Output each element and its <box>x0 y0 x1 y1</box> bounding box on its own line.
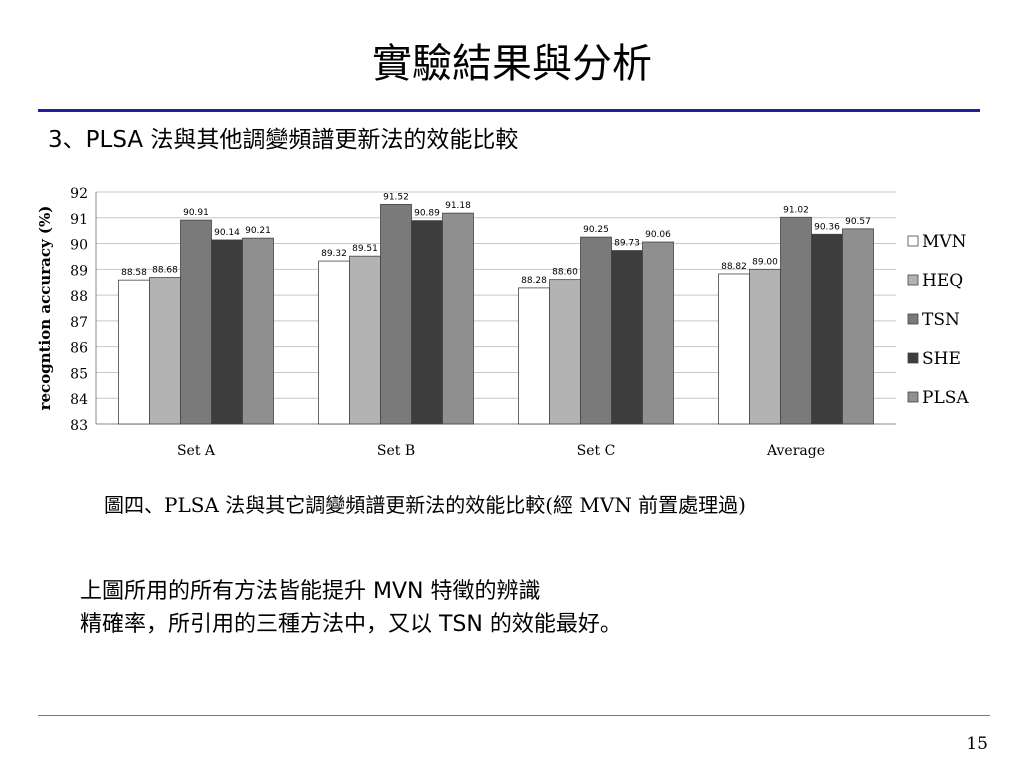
data-label: 90.21 <box>245 226 271 236</box>
data-label: 90.25 <box>583 225 609 235</box>
legend-swatch-she <box>907 352 919 364</box>
data-label: 89.32 <box>321 249 347 259</box>
x-tick-label: Set B <box>377 443 415 459</box>
y-tick-label: 84 <box>70 392 88 408</box>
bar-chart: 83 84 85 86 87 88 89 90 91 92 recogntion accuracy … <box>36 186 969 459</box>
data-label: 88.58 <box>121 268 147 278</box>
y-tick-label: 88 <box>70 289 88 305</box>
bar-tsn <box>580 236 612 425</box>
bar-tsn <box>780 216 812 425</box>
data-label: 90.14 <box>214 228 240 238</box>
legend-swatch-tsn <box>907 313 919 325</box>
bar-plsa <box>242 237 274 425</box>
x-tick-label: Set C <box>577 443 616 459</box>
legend-label-plsa: PLSA <box>922 388 969 408</box>
y-tick-label: 83 <box>70 418 88 434</box>
bar-she <box>211 239 243 425</box>
footer-divider <box>38 715 990 716</box>
data-label: 90.57 <box>845 217 871 227</box>
body-line-2: 精確率，所引用的三種方法中，又以 TSN 的效能最好。 <box>80 612 622 637</box>
figure-caption: 圖四、PLSA 法與其它調變頻譜更新法的效能比較(經 MVN 前置處理過) <box>104 493 746 517</box>
legend-swatch-plsa <box>907 391 919 403</box>
y-tick-label: 85 <box>70 366 88 382</box>
y-axis-title: recogntion accuracy (%) <box>36 206 54 411</box>
bar-tsn <box>180 219 212 425</box>
bar-she <box>611 250 643 425</box>
y-tick-label: 91 <box>70 212 88 228</box>
data-label: 90.36 <box>814 222 840 232</box>
y-tick-label: 92 <box>70 186 88 202</box>
title-divider <box>38 109 980 112</box>
page-number: 15 <box>966 734 988 754</box>
bar-mvn <box>518 287 550 425</box>
data-label: 89.73 <box>614 239 640 249</box>
legend-label-mvn: MVN <box>922 232 967 252</box>
bar-mvn <box>318 260 350 425</box>
legend-label-she: SHE <box>922 349 961 369</box>
data-label: 90.89 <box>414 209 440 219</box>
bar-tsn <box>380 203 412 425</box>
bar-mvn <box>718 273 750 425</box>
data-label: 90.91 <box>183 208 209 218</box>
legend-label-tsn: TSN <box>922 310 960 330</box>
data-label: 91.52 <box>383 192 409 202</box>
data-label: 91.18 <box>445 201 471 211</box>
bar-plsa <box>442 212 474 425</box>
y-tick-label: 89 <box>70 263 88 279</box>
legend-label-heq: HEQ <box>922 271 963 291</box>
bar-she <box>411 220 443 425</box>
bar-plsa <box>842 228 874 425</box>
data-label: 88.68 <box>152 266 178 276</box>
bar-mvn <box>118 279 150 425</box>
data-label: 88.60 <box>552 268 578 278</box>
slide-title: 實驗結果與分析 <box>372 41 652 87</box>
section-subtitle: 3、PLSA 法與其他調變頻譜更新法的效能比較 <box>48 127 519 153</box>
bar-heq <box>749 268 781 425</box>
data-label: 88.28 <box>521 276 547 286</box>
bar-heq <box>549 279 581 425</box>
data-label: 89.00 <box>752 257 778 267</box>
bar-plsa <box>642 241 674 425</box>
bar-heq <box>149 277 181 425</box>
legend-swatch-mvn <box>907 235 919 247</box>
data-label: 89.51 <box>352 244 378 254</box>
body-text: 上圖所用的所有方法皆能提升 MVN 特徵的辨識 精確率，所引用的三種方法中，又以… <box>80 575 622 641</box>
x-tick-label: Average <box>766 443 825 459</box>
bar-heq <box>349 255 381 425</box>
data-label: 91.02 <box>783 205 809 215</box>
body-line-1: 上圖所用的所有方法皆能提升 MVN 特徵的辨識 <box>80 579 541 604</box>
y-tick-label: 90 <box>70 238 88 254</box>
y-tick-label: 87 <box>70 315 88 331</box>
y-tick-label: 86 <box>70 341 88 357</box>
data-label: 90.06 <box>645 230 671 240</box>
bar-she <box>811 233 843 425</box>
data-label: 88.82 <box>721 262 747 272</box>
legend-swatch-heq <box>907 274 919 286</box>
x-tick-label: Set A <box>177 443 216 459</box>
